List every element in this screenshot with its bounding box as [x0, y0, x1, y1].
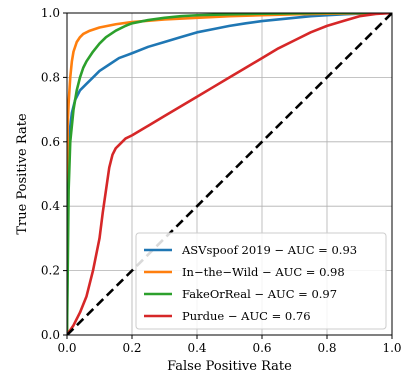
- x-tick-label: 0.6: [252, 341, 271, 355]
- x-tick-label: 0.2: [122, 341, 141, 355]
- x-tick-label: 0.0: [57, 341, 76, 355]
- series-line-3: [67, 13, 392, 335]
- x-tick-label: 0.4: [187, 341, 206, 355]
- x-tick-label: 1.0: [382, 341, 401, 355]
- legend-label: In−the−Wild − AUC = 0.98: [182, 265, 345, 279]
- x-axis: 0.0 0.2 0.4 0.6 0.8 1.0: [57, 335, 402, 355]
- legend-label: ASVspoof 2019 − AUC = 0.93: [181, 243, 357, 257]
- series-line-0: [67, 13, 392, 335]
- y-tick-label: 0.4: [41, 199, 60, 213]
- y-tick-label: 0.8: [41, 70, 60, 84]
- legend-label: FakeOrReal − AUC = 0.97: [182, 287, 337, 301]
- curves: [67, 13, 392, 335]
- reference-line-group: [67, 13, 392, 335]
- y-tick-label: 0.2: [41, 264, 60, 278]
- reference-line: [67, 13, 392, 335]
- y-tick-label: 1.0: [41, 6, 60, 20]
- y-axis-label: True Positive Rate: [15, 113, 30, 235]
- y-axis: 0.0 0.2 0.4 0.6 0.8 1.0: [41, 6, 67, 342]
- legend-box: [135, 232, 387, 330]
- series-line-2: [67, 13, 392, 335]
- legend-label: Purdue − AUC = 0.76: [182, 309, 311, 323]
- y-tick-label: 0.0: [41, 328, 60, 342]
- plot-frame: [66, 12, 393, 336]
- y-tick-label: 0.6: [41, 135, 60, 149]
- x-axis-label: False Positive Rate: [167, 359, 292, 374]
- legend: ASVspoof 2019 − AUC = 0.93 In−the−Wild − …: [135, 232, 387, 330]
- x-tick-label: 0.8: [317, 341, 336, 355]
